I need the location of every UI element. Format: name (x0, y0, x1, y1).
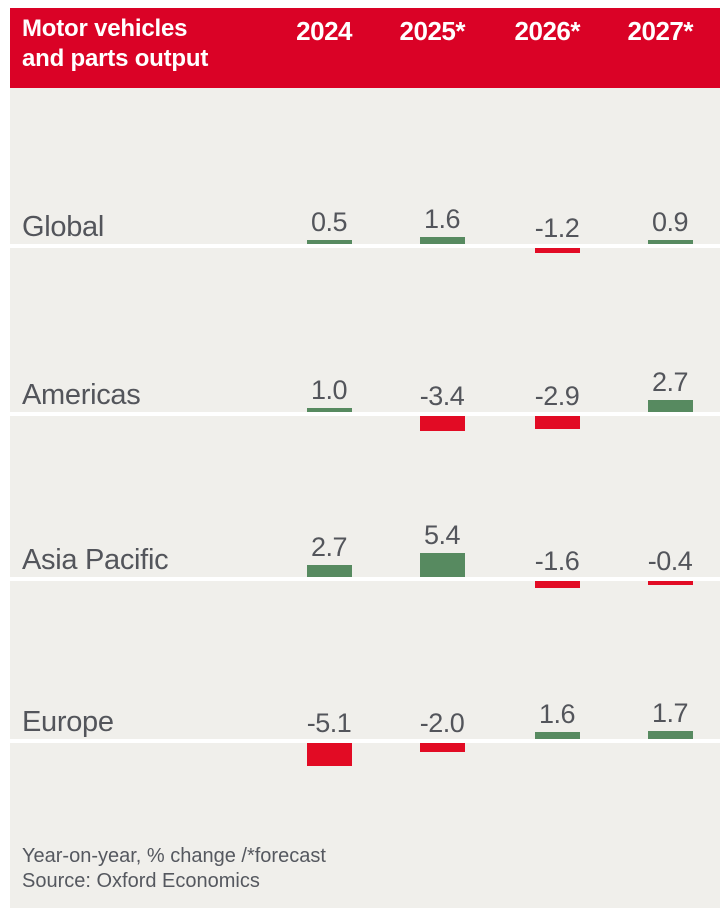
column-header-2027-: 2027* (627, 16, 694, 46)
row-label-global: Global (22, 211, 105, 243)
bar-americas-2024 (306, 407, 352, 412)
chart-title-line1: Motor vehicles (22, 15, 188, 42)
baseline-asia-pacific (10, 577, 720, 581)
column-header-2025-: 2025* (399, 16, 466, 46)
bar-europe-2025- (419, 743, 465, 752)
row-label-asia-pacific: Asia Pacific (22, 544, 169, 576)
value-label-global-2027-: 0.9 (651, 206, 689, 237)
baseline-europe (10, 739, 720, 743)
bar-europe-2027- (647, 731, 693, 739)
value-label-global-2026-: -1.2 (534, 213, 580, 243)
value-label-asia-pacific-2024: 2.7 (310, 531, 348, 562)
chart-source: Source: Oxford Economics (22, 870, 260, 892)
value-label-americas-2024: 1.0 (310, 374, 348, 405)
chart-header: Motor vehicles and parts output 2024 2025… (10, 8, 720, 88)
chart-card: Motor vehicles and parts output 2024 2025… (10, 8, 720, 908)
value-label-asia-pacific-2026-: -1.6 (534, 546, 580, 576)
column-header-2026-: 2026* (514, 16, 581, 46)
baseline-americas (10, 412, 720, 416)
value-label-europe-2027-: 1.7 (651, 698, 689, 729)
value-label-americas-2026-: -2.9 (534, 381, 580, 411)
baseline-global (10, 244, 720, 248)
chart-title: Motor vehicles and parts output (22, 14, 208, 74)
chart-note: Year-on-year, % change /*forecast (22, 845, 326, 867)
bar-asia-pacific-2026- (534, 581, 580, 589)
bar-global-2025- (419, 236, 465, 244)
bar-asia-pacific-2024 (306, 564, 352, 577)
bar-europe-2024 (306, 743, 352, 766)
bar-americas-2025- (419, 416, 465, 432)
bar-global-2026- (534, 248, 580, 254)
value-label-global-2024: 0.5 (310, 207, 348, 237)
column-header-2024: 2024 (296, 16, 352, 46)
value-label-global-2025-: 1.6 (423, 203, 461, 234)
value-label-asia-pacific-2027-: -0.4 (647, 546, 693, 576)
value-label-asia-pacific-2025-: 5.4 (423, 519, 461, 550)
bar-americas-2027- (647, 399, 693, 412)
bar-asia-pacific-2027- (647, 581, 693, 585)
value-label-europe-2026-: 1.6 (538, 698, 576, 729)
value-label-americas-2025-: -3.4 (419, 381, 465, 411)
row-label-europe: Europe (22, 706, 114, 738)
bar-europe-2026- (534, 731, 580, 739)
value-label-europe-2024: -5.1 (306, 708, 352, 738)
chart-footer: Year-on-year, % change /*forecast Source… (22, 844, 326, 894)
bar-americas-2026- (534, 416, 580, 430)
row-label-americas: Americas (22, 379, 141, 411)
chart-title-line2: and parts output (22, 45, 209, 72)
bar-global-2024 (306, 240, 352, 244)
value-label-europe-2025-: -2.0 (419, 708, 465, 738)
bar-asia-pacific-2025- (419, 552, 465, 577)
value-label-americas-2027-: 2.7 (651, 366, 689, 397)
bar-global-2027- (647, 239, 693, 244)
